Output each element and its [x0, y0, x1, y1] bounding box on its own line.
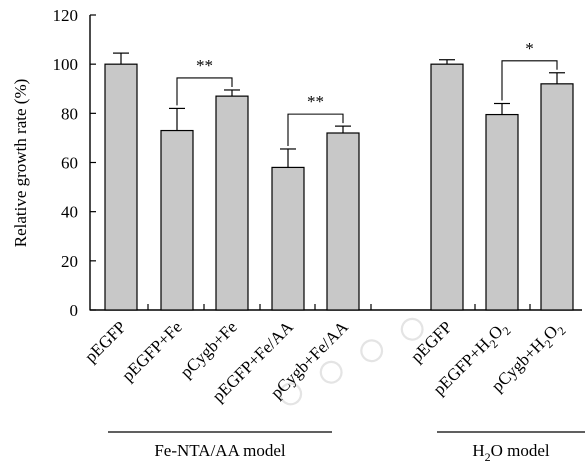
- group-labels: Fe-NTA/AA model H2O model: [108, 431, 585, 463]
- group-label-fe: Fe-NTA/AA model: [154, 441, 286, 460]
- x-category-label: pEGFP: [81, 317, 130, 366]
- error-bars: [113, 52, 565, 168]
- significance-bracket: [501, 60, 558, 101]
- significance-label: **: [196, 56, 213, 75]
- journal-watermark: ○ ○ ○ ○: [263, 295, 439, 426]
- x-category-label: pEGFP+Fe: [118, 317, 186, 385]
- y-tick-label: 40: [61, 203, 78, 222]
- significance-brackets: *****: [176, 39, 558, 146]
- significance-bracket: [287, 113, 344, 146]
- bar: [326, 132, 360, 311]
- bar: [430, 63, 464, 311]
- bar: [104, 63, 138, 311]
- y-tick-label: 60: [61, 154, 78, 173]
- group-label-h2o2: H2O model: [472, 441, 550, 463]
- bar: [215, 95, 249, 311]
- y-tick-label: 0: [70, 301, 79, 320]
- y-tick-label: 120: [53, 6, 79, 25]
- bar: [485, 113, 519, 311]
- y-tick-label: 80: [61, 104, 78, 123]
- watermark-glyphs: ○ ○ ○ ○: [263, 295, 439, 426]
- y-tick-label: 100: [53, 55, 79, 74]
- significance-label: *: [525, 39, 534, 58]
- bar: [160, 129, 194, 311]
- bars: [104, 63, 574, 311]
- bar: [540, 83, 574, 311]
- y-tick-label: 20: [61, 252, 78, 271]
- y-axis-label: Relative growth rate (%): [11, 79, 30, 248]
- bar: [271, 166, 305, 311]
- significance-bracket: [176, 77, 233, 106]
- significance-label: **: [307, 92, 324, 111]
